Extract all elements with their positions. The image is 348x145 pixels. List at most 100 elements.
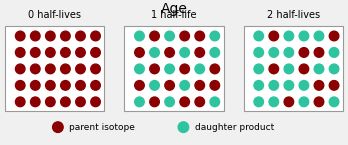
Circle shape: [165, 81, 174, 90]
Circle shape: [210, 97, 220, 107]
Circle shape: [254, 64, 263, 74]
Circle shape: [135, 64, 144, 74]
Circle shape: [178, 122, 189, 132]
Circle shape: [61, 81, 70, 90]
Circle shape: [15, 81, 25, 90]
Circle shape: [314, 97, 324, 107]
Circle shape: [61, 31, 70, 41]
Circle shape: [284, 97, 294, 107]
Circle shape: [76, 97, 85, 107]
Circle shape: [180, 64, 189, 74]
FancyBboxPatch shape: [244, 26, 343, 111]
Circle shape: [284, 81, 294, 90]
Circle shape: [76, 31, 85, 41]
Circle shape: [46, 97, 55, 107]
Circle shape: [254, 97, 263, 107]
Circle shape: [61, 48, 70, 57]
Circle shape: [254, 31, 263, 41]
Circle shape: [165, 48, 174, 57]
Text: 1 half-life: 1 half-life: [151, 10, 197, 20]
Circle shape: [165, 97, 174, 107]
Circle shape: [284, 31, 294, 41]
Circle shape: [210, 31, 220, 41]
Circle shape: [299, 31, 309, 41]
Circle shape: [269, 31, 278, 41]
Circle shape: [91, 64, 100, 74]
Circle shape: [135, 48, 144, 57]
Circle shape: [91, 31, 100, 41]
Circle shape: [165, 64, 174, 74]
Circle shape: [269, 81, 278, 90]
Circle shape: [180, 48, 189, 57]
Circle shape: [254, 48, 263, 57]
Circle shape: [329, 31, 339, 41]
Circle shape: [150, 48, 159, 57]
Circle shape: [195, 31, 205, 41]
Circle shape: [284, 64, 294, 74]
Circle shape: [210, 64, 220, 74]
Text: 0 half-lives: 0 half-lives: [28, 10, 81, 20]
Circle shape: [46, 64, 55, 74]
Circle shape: [195, 64, 205, 74]
Circle shape: [314, 81, 324, 90]
Circle shape: [76, 64, 85, 74]
Circle shape: [31, 81, 40, 90]
Circle shape: [46, 31, 55, 41]
Circle shape: [254, 81, 263, 90]
Circle shape: [329, 64, 339, 74]
Circle shape: [269, 64, 278, 74]
Circle shape: [180, 81, 189, 90]
Circle shape: [150, 97, 159, 107]
Circle shape: [269, 97, 278, 107]
Circle shape: [150, 81, 159, 90]
Circle shape: [76, 48, 85, 57]
Circle shape: [31, 48, 40, 57]
Circle shape: [180, 97, 189, 107]
Circle shape: [15, 64, 25, 74]
Circle shape: [299, 64, 309, 74]
Circle shape: [314, 48, 324, 57]
Circle shape: [76, 81, 85, 90]
Circle shape: [329, 81, 339, 90]
Circle shape: [46, 48, 55, 57]
Circle shape: [91, 81, 100, 90]
Circle shape: [61, 64, 70, 74]
Circle shape: [165, 31, 174, 41]
Circle shape: [46, 81, 55, 90]
Circle shape: [195, 48, 205, 57]
Circle shape: [31, 31, 40, 41]
Circle shape: [329, 97, 339, 107]
Text: 2 half-lives: 2 half-lives: [267, 10, 320, 20]
Circle shape: [329, 48, 339, 57]
Circle shape: [135, 31, 144, 41]
Circle shape: [299, 97, 309, 107]
Text: Age: Age: [160, 2, 188, 16]
Circle shape: [15, 31, 25, 41]
Text: parent isotope: parent isotope: [69, 123, 135, 132]
Circle shape: [15, 97, 25, 107]
Circle shape: [299, 48, 309, 57]
Circle shape: [314, 31, 324, 41]
Circle shape: [15, 48, 25, 57]
Circle shape: [31, 97, 40, 107]
Circle shape: [269, 48, 278, 57]
Circle shape: [53, 122, 63, 132]
Circle shape: [195, 81, 205, 90]
Circle shape: [210, 81, 220, 90]
Circle shape: [210, 48, 220, 57]
Circle shape: [150, 64, 159, 74]
Circle shape: [195, 97, 205, 107]
Circle shape: [91, 48, 100, 57]
Circle shape: [299, 81, 309, 90]
Circle shape: [314, 64, 324, 74]
FancyBboxPatch shape: [5, 26, 104, 111]
Circle shape: [150, 31, 159, 41]
Circle shape: [284, 48, 294, 57]
Circle shape: [135, 81, 144, 90]
Circle shape: [91, 97, 100, 107]
Circle shape: [61, 97, 70, 107]
Circle shape: [135, 97, 144, 107]
Circle shape: [180, 31, 189, 41]
Text: daughter product: daughter product: [195, 123, 274, 132]
FancyBboxPatch shape: [125, 26, 223, 111]
